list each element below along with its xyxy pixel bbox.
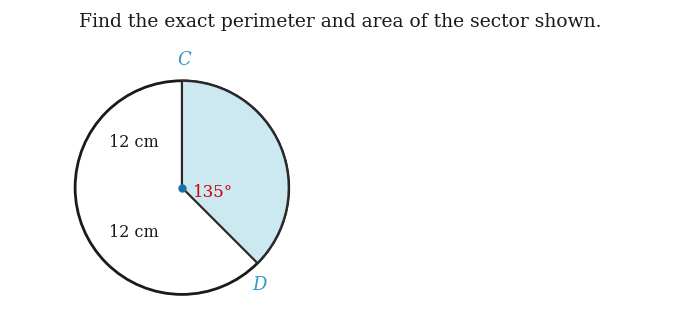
Text: D: D xyxy=(253,276,267,294)
Point xyxy=(176,185,187,190)
Text: 12 cm: 12 cm xyxy=(109,224,159,241)
Text: Find the exact perimeter and area of the sector shown.: Find the exact perimeter and area of the… xyxy=(79,13,602,31)
Text: 135°: 135° xyxy=(193,185,233,201)
Text: C: C xyxy=(177,51,191,69)
Text: 12 cm: 12 cm xyxy=(109,134,159,151)
Wedge shape xyxy=(182,81,289,263)
